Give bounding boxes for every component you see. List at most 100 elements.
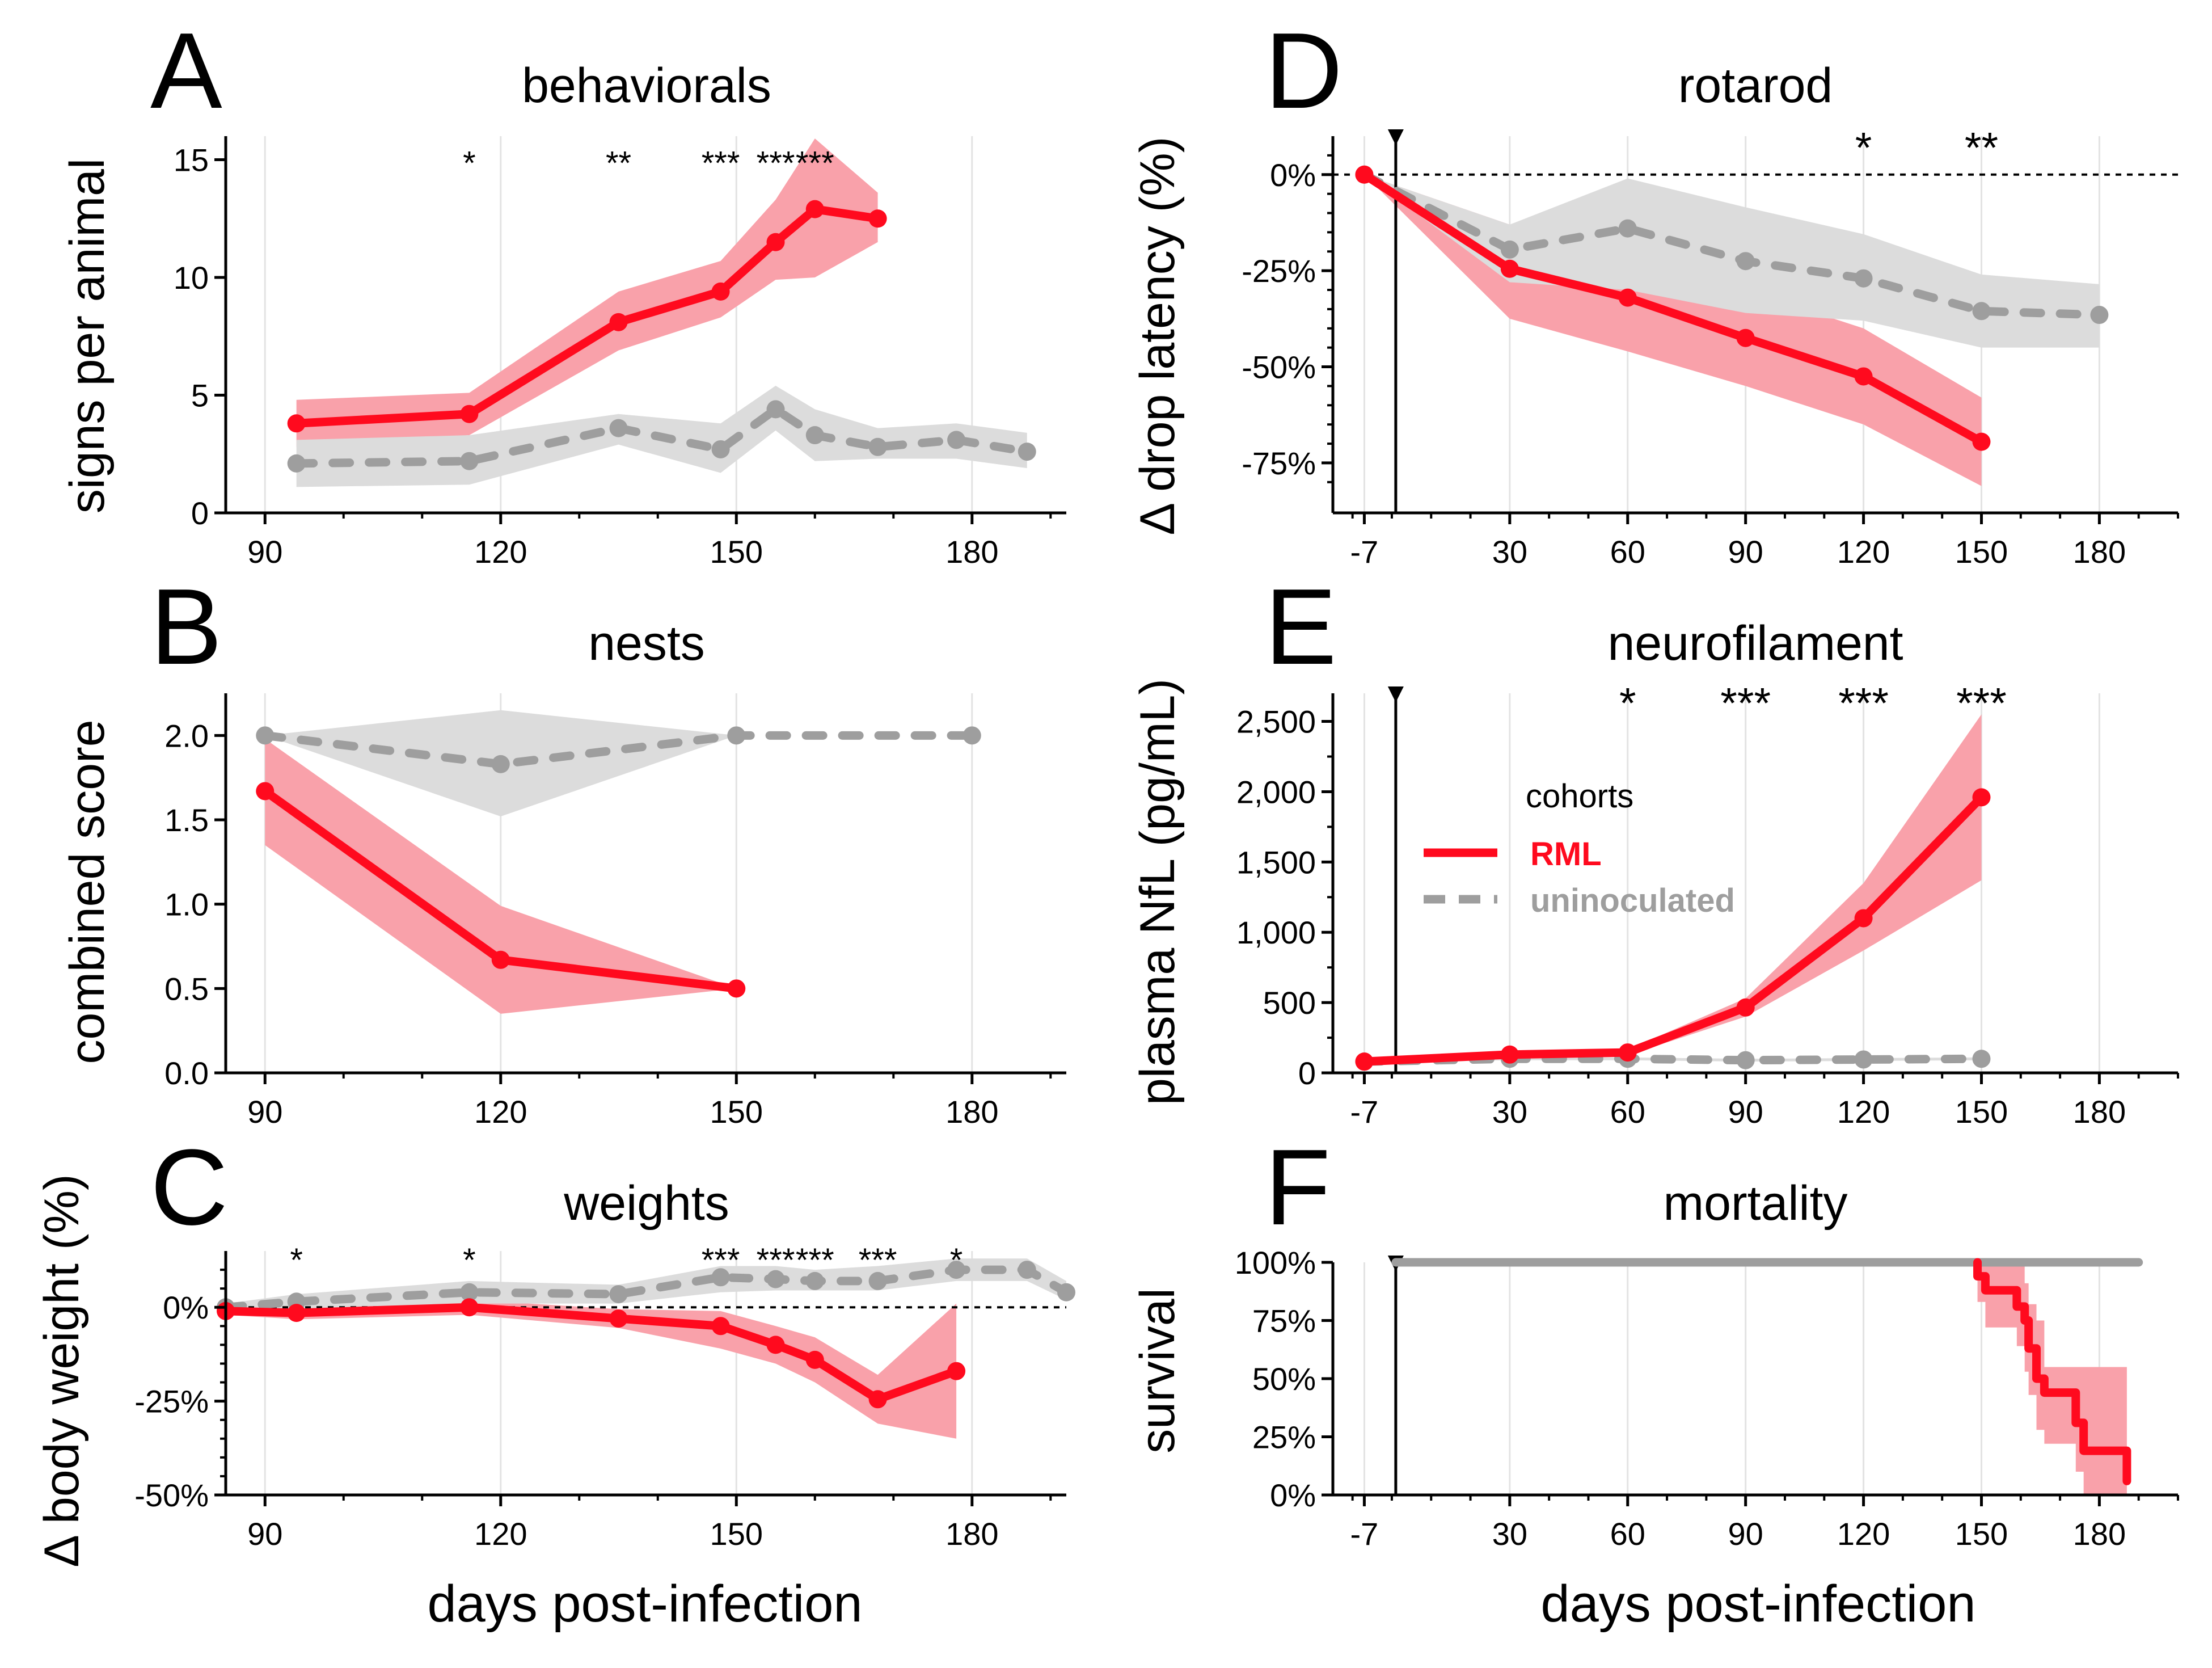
panel-letter-F: F — [1265, 1127, 1331, 1248]
inoculation-marker-D — [1387, 129, 1404, 145]
x-tick-label-E-5: 150 — [1955, 1094, 2008, 1130]
legend: cohorts RML uninoculated — [1424, 778, 1735, 919]
data-point-B-rml-1 — [491, 950, 510, 969]
significance-marker-E-3: *** — [1956, 679, 2007, 727]
x-tick-label-F-0: -7 — [1350, 1516, 1379, 1552]
x-tick-label-E-6: 180 — [2073, 1094, 2126, 1130]
y-tick-label-E-4: 2,000 — [1236, 774, 1316, 810]
data-point-A-rml-0 — [287, 414, 306, 433]
x-tick-label-E-1: 30 — [1492, 1094, 1527, 1130]
data-point-E-uninoculated-3 — [1736, 1051, 1755, 1069]
significance-marker-A-4: *** — [796, 145, 834, 182]
x-tick-label-F-1: 30 — [1492, 1516, 1527, 1552]
y-tick-label-E-2: 1,000 — [1236, 915, 1316, 950]
data-point-E-uninoculated-5 — [1972, 1050, 1991, 1068]
data-point-B-rml-2 — [727, 979, 746, 998]
significance-marker-C-0: * — [290, 1242, 303, 1279]
data-point-A-rml-1 — [460, 405, 479, 423]
data-point-D-rml-4 — [1854, 367, 1873, 386]
y-axis-title-E: plasma NfL (pg/mL) — [1130, 679, 1185, 1105]
significance-marker-A-2: *** — [702, 145, 740, 182]
band-C-rml — [226, 1300, 957, 1439]
x-tick-label-A-2: 150 — [710, 534, 763, 570]
significance-marker-C-1: * — [463, 1242, 476, 1279]
y-tick-label-E-1: 500 — [1263, 985, 1316, 1021]
data-point-A-rml-2 — [609, 313, 628, 331]
data-point-A-rml-5 — [805, 200, 824, 218]
data-point-D-rml-0 — [1355, 165, 1374, 184]
y-tick-label-E-3: 1,500 — [1236, 844, 1316, 880]
x-tick-label-D-0: -7 — [1350, 534, 1379, 570]
data-point-D-uninoculated-1 — [1500, 240, 1519, 259]
y-tick-label-D-1: -50% — [1242, 349, 1316, 385]
y-tick-label-E-0: 0 — [1298, 1055, 1316, 1091]
panel-D: D rotarod Δ drop latency (%) -75% -50% -25… — [1130, 11, 2179, 570]
plot-E: 0 500 1,000 1,500 2,000 2,500 -7 30 60 90 120 150 18… — [1236, 679, 2179, 1130]
x-tick-label-E-2: 60 — [1610, 1094, 1645, 1130]
data-point-C-rml-4 — [711, 1317, 730, 1336]
significance-marker-C-2: *** — [702, 1242, 740, 1279]
x-tick-label-F-6: 180 — [2073, 1516, 2126, 1552]
data-point-A-uninoculated-5 — [805, 426, 824, 445]
x-tick-label-F-3: 90 — [1728, 1516, 1763, 1552]
panel-title-B: nests — [588, 616, 705, 671]
data-point-D-uninoculated-6 — [2090, 306, 2109, 325]
plot-D: -75%-50%-25%0%-7 30 60 90 120 150 180* ** — [1242, 124, 2179, 570]
plot-F: 0% 25% 50% 75% 100% -7 30 60 90 120 150 180 — [1235, 1245, 2179, 1552]
series-line-E-rml — [1360, 793, 1986, 1066]
y-axis-title-B: combined score — [60, 719, 115, 1064]
x-tick-label-E-4: 120 — [1837, 1094, 1890, 1130]
x-axis-title-F: days post-infection — [1540, 1575, 1975, 1633]
y-tick-label-D-0: -75% — [1242, 445, 1316, 481]
significance-marker-E-1: *** — [1720, 679, 1771, 727]
band-B-uninoculated — [265, 710, 972, 817]
series-line-F-rml — [1973, 1258, 2131, 1485]
panel-title-F: mortality — [1664, 1176, 1848, 1231]
x-tick-label-A-0: 90 — [247, 534, 282, 570]
data-point-D-uninoculated-3 — [1736, 252, 1755, 271]
panel-title-A: behaviorals — [522, 58, 771, 113]
x-tick-label-D-4: 120 — [1837, 534, 1890, 570]
data-point-A-uninoculated-2 — [609, 419, 628, 437]
y-tick-label-B-4: 2.0 — [164, 718, 209, 753]
data-point-C-uninoculated-2 — [460, 1283, 479, 1301]
series-line-B-uninoculated — [260, 731, 977, 769]
panel-letter-E: E — [1265, 567, 1337, 687]
y-axis-title-A: signs per animal — [60, 158, 115, 513]
y-tick-label-F-4: 100% — [1235, 1245, 1316, 1281]
data-point-B-rml-0 — [256, 782, 275, 801]
x-tick-label-B-2: 150 — [710, 1094, 763, 1130]
significance-marker-D-0: * — [1855, 124, 1872, 172]
data-point-C-rml-7 — [868, 1390, 887, 1409]
data-point-A-uninoculated-3 — [711, 440, 730, 458]
x-tick-label-D-6: 180 — [2073, 534, 2126, 570]
x-tick-label-D-3: 90 — [1728, 534, 1763, 570]
x-tick-label-C-1: 120 — [474, 1516, 527, 1552]
data-point-D-uninoculated-5 — [1972, 302, 1991, 321]
y-tick-label-A-2: 10 — [174, 260, 209, 296]
x-tick-label-F-4: 120 — [1837, 1516, 1890, 1552]
x-tick-label-B-3: 180 — [945, 1094, 998, 1130]
data-point-C-uninoculated-6 — [805, 1271, 824, 1290]
panel-B: B nests combined score 0.0 0.5 1.0 1.5 2.0 90… — [60, 567, 1066, 1130]
data-point-D-uninoculated-2 — [1618, 219, 1637, 238]
data-point-C-uninoculated-5 — [766, 1270, 785, 1288]
band-C-uninoculated — [226, 1258, 1066, 1311]
data-point-C-rml-6 — [805, 1350, 824, 1369]
plot-C: -50%-25%0%90 120 150 180* * *** *** *** *** * — [134, 1242, 1075, 1552]
panel-title-C: weights — [563, 1176, 729, 1231]
x-tick-label-F-2: 60 — [1610, 1516, 1645, 1552]
y-tick-label-B-2: 1.0 — [164, 887, 209, 923]
band-D-uninoculated — [1364, 174, 2100, 348]
y-axis-title-D: Δ drop latency (%) — [1130, 137, 1185, 536]
data-point-B-uninoculated-3 — [963, 726, 981, 745]
data-point-C-rml-2 — [460, 1298, 479, 1317]
data-point-C-uninoculated-9 — [1018, 1261, 1036, 1279]
significance-marker-E-0: * — [1619, 679, 1636, 727]
legend-title: cohorts — [1526, 778, 1633, 815]
band-F-rml — [1977, 1262, 2127, 1495]
y-tick-label-F-1: 25% — [1252, 1420, 1316, 1455]
panel-letter-B: B — [150, 567, 222, 687]
data-point-E-rml-2 — [1618, 1043, 1637, 1062]
y-tick-label-E-5: 2,500 — [1236, 704, 1316, 740]
